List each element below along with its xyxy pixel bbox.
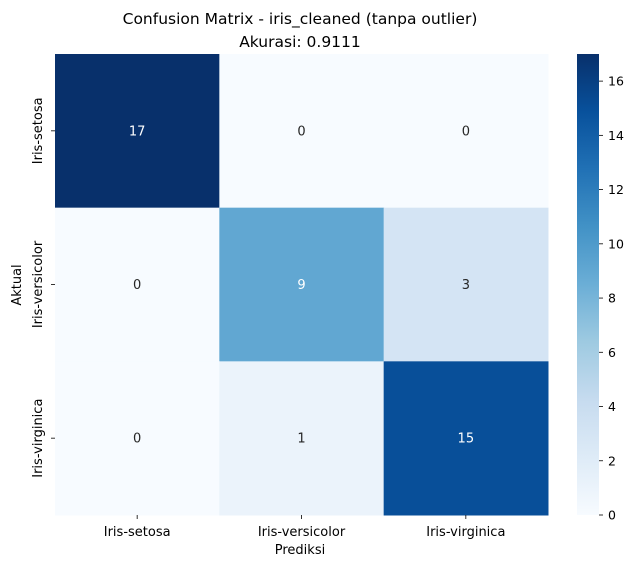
- heatmap-cell: [55, 54, 220, 209]
- colorbar-tick-label: 16: [608, 74, 624, 89]
- chart-subtitle: Akurasi: 0.9111: [239, 33, 361, 51]
- y-tick-label: Iris-setosa: [31, 97, 46, 164]
- heatmap-cell: [219, 361, 385, 516]
- heatmap-cell: [383, 207, 549, 362]
- cell-value-label: 9: [297, 278, 305, 293]
- colorbar-tick-label: 12: [608, 182, 624, 197]
- y-axis-label: Aktual: [10, 264, 25, 305]
- cell-value-label: 1: [297, 432, 305, 447]
- colorbar-ticks: 0 2 4 6 8 10 12 14 16: [599, 74, 624, 523]
- colorbar-tick-label: 10: [608, 236, 624, 251]
- colorbar: [577, 54, 599, 515]
- colorbar-tick-label: 4: [608, 399, 616, 414]
- y-tick-label: Iris-virginica: [31, 399, 46, 478]
- cell-value-label: 17: [129, 124, 146, 139]
- colorbar-tick-label: 8: [608, 291, 616, 306]
- x-tick-label: Iris-setosa: [104, 525, 171, 540]
- cell-value-label: 0: [462, 124, 470, 139]
- x-axis-ticks: Iris-setosa Iris-versicolor Iris-virginica: [104, 515, 505, 540]
- y-tick-label: Iris-versicolor: [31, 240, 46, 328]
- cell-value-label: 3: [462, 278, 470, 293]
- heatmap-cell: [383, 361, 549, 516]
- heatmap-cell: [383, 54, 549, 209]
- x-tick-label: Iris-virginica: [426, 525, 505, 540]
- cell-value-label: 0: [297, 124, 305, 139]
- cell-value-label: 0: [133, 278, 141, 293]
- colorbar-tick-label: 0: [608, 508, 616, 523]
- x-axis-label: Prediksi: [275, 543, 325, 558]
- x-tick-label: Iris-versicolor: [258, 525, 346, 540]
- cell-value-label: 15: [458, 432, 475, 447]
- heatmap-cell: [219, 207, 385, 362]
- colorbar-tick-label: 14: [608, 128, 624, 143]
- colorbar-tick-label: 2: [608, 453, 616, 468]
- heatmap-cell: [55, 361, 220, 516]
- y-axis-ticks: Iris-setosa Iris-versicolor Iris-virginica: [31, 97, 55, 478]
- chart-title: Confusion Matrix - iris_cleaned (tanpa o…: [123, 10, 478, 29]
- heatmap-cell: [55, 207, 220, 362]
- colorbar-tick-label: 6: [608, 345, 616, 360]
- cell-value-label: 0: [133, 432, 141, 447]
- heatmap-cell: [219, 54, 385, 209]
- heatmap-cells: 17 0 0 0 9 3 0 1 15: [55, 54, 549, 516]
